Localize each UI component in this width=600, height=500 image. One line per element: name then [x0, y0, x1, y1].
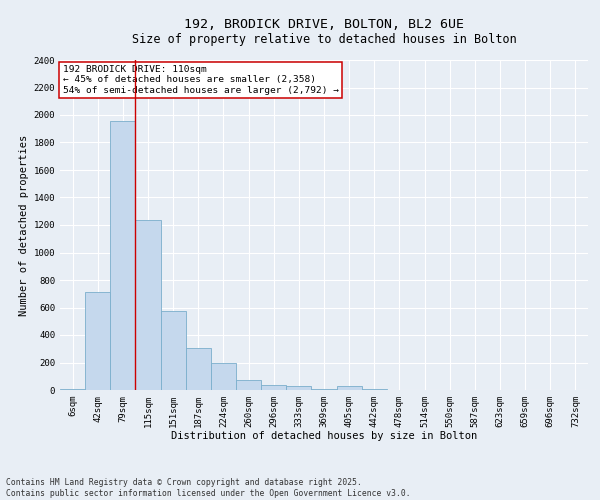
- Text: Contains HM Land Registry data © Crown copyright and database right 2025.
Contai: Contains HM Land Registry data © Crown c…: [6, 478, 410, 498]
- Bar: [236, 380, 261, 390]
- X-axis label: Distribution of detached houses by size in Bolton: Distribution of detached houses by size …: [171, 432, 477, 442]
- Text: 192 BRODICK DRIVE: 110sqm
← 45% of detached houses are smaller (2,358)
54% of se: 192 BRODICK DRIVE: 110sqm ← 45% of detac…: [62, 65, 338, 95]
- Bar: [186, 348, 211, 390]
- Text: 192, BRODICK DRIVE, BOLTON, BL2 6UE: 192, BRODICK DRIVE, BOLTON, BL2 6UE: [184, 18, 464, 30]
- Bar: [261, 384, 286, 390]
- Bar: [85, 292, 110, 390]
- Bar: [211, 362, 236, 390]
- Text: Size of property relative to detached houses in Bolton: Size of property relative to detached ho…: [131, 32, 517, 46]
- Bar: [60, 388, 85, 390]
- Y-axis label: Number of detached properties: Number of detached properties: [19, 134, 29, 316]
- Bar: [110, 120, 136, 390]
- Bar: [311, 389, 337, 390]
- Bar: [136, 220, 161, 390]
- Bar: [337, 386, 362, 390]
- Bar: [161, 311, 186, 390]
- Bar: [286, 386, 311, 390]
